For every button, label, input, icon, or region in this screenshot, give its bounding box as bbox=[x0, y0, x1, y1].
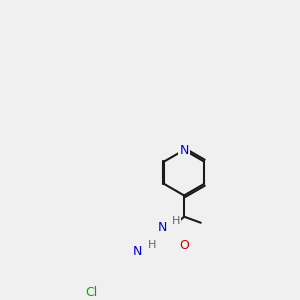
Text: O: O bbox=[179, 239, 189, 252]
Text: N: N bbox=[179, 143, 189, 157]
Text: H: H bbox=[148, 241, 156, 250]
Text: N: N bbox=[132, 245, 142, 258]
Text: N: N bbox=[157, 221, 167, 234]
Text: H: H bbox=[172, 216, 180, 226]
Text: Cl: Cl bbox=[85, 286, 98, 299]
